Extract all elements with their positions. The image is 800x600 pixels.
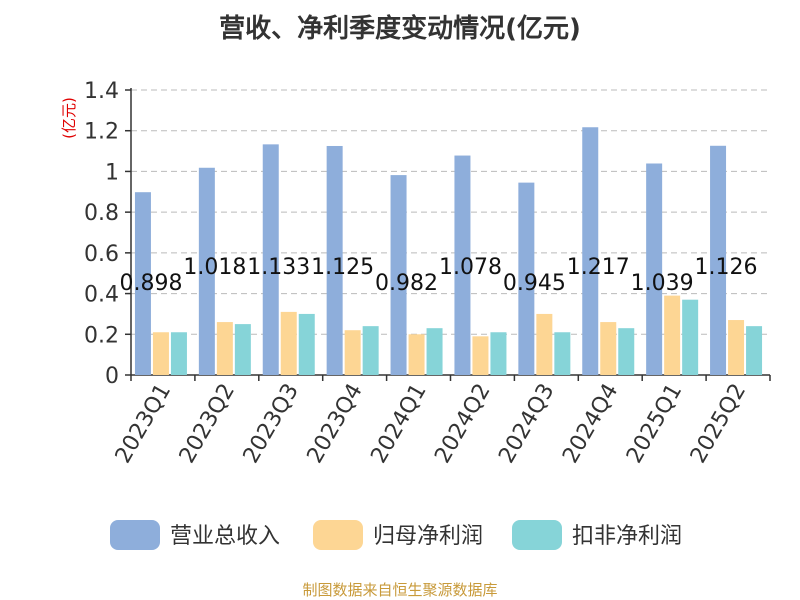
bar-net-profit bbox=[664, 295, 681, 375]
y-tick-label: 0.4 bbox=[84, 283, 119, 308]
chart-title: 营收、净利季度变动情况(亿元) bbox=[219, 14, 581, 44]
bar-revenue bbox=[582, 127, 599, 375]
bar-net-profit bbox=[728, 320, 745, 375]
bar-net-profit bbox=[216, 322, 233, 375]
data-label: 1.217 bbox=[567, 255, 630, 280]
bar-net-profit bbox=[536, 313, 553, 375]
x-tick-label: 2024Q2 bbox=[430, 380, 495, 468]
legend-label: 扣非净利润 bbox=[572, 524, 682, 549]
x-tick-label: 2025Q2 bbox=[686, 380, 751, 468]
bar-deducted-profit bbox=[554, 332, 571, 375]
y-tick-label: 0.2 bbox=[84, 323, 119, 348]
bar-revenue bbox=[134, 192, 151, 375]
bar-net-profit bbox=[472, 336, 489, 375]
data-label: 0.945 bbox=[503, 271, 566, 296]
bar-deducted-profit bbox=[682, 299, 699, 375]
x-tick-label: 2024Q3 bbox=[494, 380, 559, 468]
bar-deducted-profit bbox=[618, 328, 635, 375]
bar-deducted-profit bbox=[490, 332, 507, 375]
bar-revenue bbox=[710, 145, 727, 375]
y-tick-label: 1.2 bbox=[84, 120, 119, 145]
legend-swatch-revenue bbox=[110, 520, 160, 550]
bar-net-profit bbox=[408, 334, 425, 375]
bar-deducted-profit bbox=[298, 313, 315, 375]
y-axis-unit-label: (亿元) bbox=[60, 97, 78, 139]
legend-label: 营业总收入 bbox=[170, 524, 280, 549]
bar-revenue bbox=[518, 182, 535, 375]
bar-revenue bbox=[198, 167, 215, 375]
bar-net-profit bbox=[152, 332, 169, 375]
y-tick-label: 1.4 bbox=[84, 79, 119, 104]
x-tick-label: 2024Q1 bbox=[366, 380, 431, 468]
bar-net-profit bbox=[344, 330, 361, 375]
x-tick-label: 2023Q4 bbox=[303, 380, 368, 468]
data-label: 1.126 bbox=[695, 255, 758, 280]
y-tick-label: 0.8 bbox=[84, 201, 119, 226]
data-source-footer: 制图数据来自恒生聚源数据库 bbox=[302, 581, 498, 599]
data-label: 1.125 bbox=[311, 255, 374, 280]
bar-deducted-profit bbox=[426, 328, 443, 375]
y-tick-label: 0 bbox=[105, 364, 119, 389]
bar-deducted-profit bbox=[746, 326, 763, 375]
bar-revenue bbox=[326, 145, 343, 375]
bar-revenue bbox=[454, 155, 471, 375]
data-label: 1.078 bbox=[439, 255, 502, 280]
data-label: 1.039 bbox=[631, 271, 694, 296]
x-tick-label: 2024Q4 bbox=[558, 380, 623, 468]
bar-revenue bbox=[646, 163, 663, 375]
x-tick-label: 2023Q2 bbox=[175, 380, 240, 468]
bar-revenue bbox=[262, 144, 279, 375]
data-label: 1.133 bbox=[247, 255, 310, 280]
y-tick-label: 0.6 bbox=[84, 242, 119, 267]
bar-deducted-profit bbox=[362, 326, 379, 375]
data-label: 0.898 bbox=[119, 271, 182, 296]
data-label: 0.982 bbox=[375, 271, 438, 296]
bar-net-profit bbox=[280, 311, 297, 375]
bar-deducted-profit bbox=[234, 324, 251, 375]
bar-net-profit bbox=[600, 322, 617, 375]
bar-revenue bbox=[390, 175, 407, 375]
y-tick-label: 1 bbox=[105, 160, 119, 185]
x-tick-label: 2023Q3 bbox=[239, 380, 304, 468]
legend-swatch-net-profit bbox=[313, 520, 363, 550]
legend-swatch-deducted-profit bbox=[512, 520, 562, 550]
x-tick-label: 2023Q1 bbox=[111, 380, 176, 468]
bar-deducted-profit bbox=[170, 332, 187, 375]
data-label: 1.018 bbox=[183, 255, 246, 280]
x-tick-label: 2025Q1 bbox=[622, 380, 687, 468]
legend-label: 归母净利润 bbox=[373, 524, 483, 549]
